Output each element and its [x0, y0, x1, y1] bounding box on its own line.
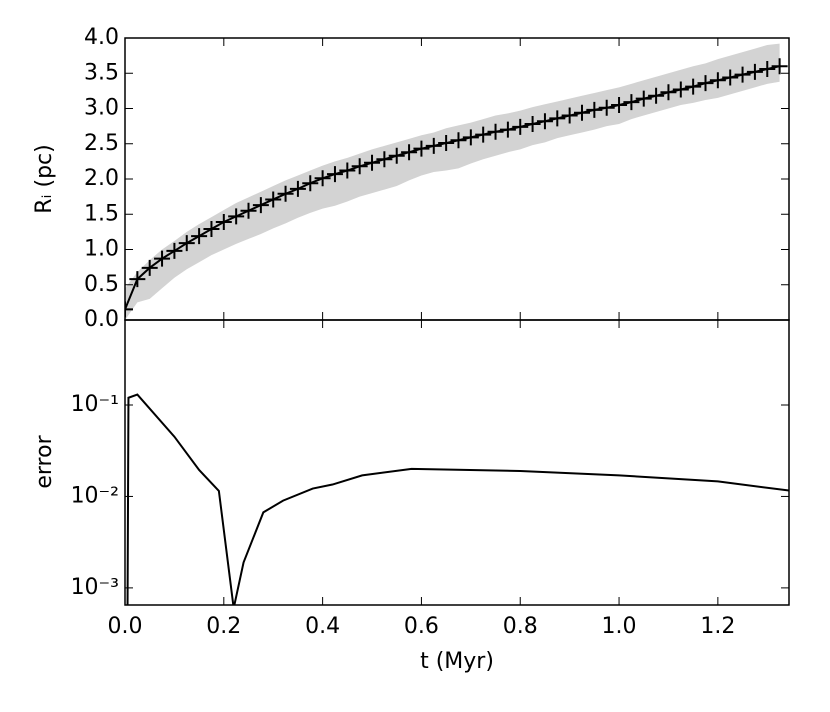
y-tick-label: 1.0: [84, 237, 119, 262]
y-tick-label: 10⁻²: [71, 483, 119, 508]
plus-marker: [289, 180, 306, 197]
plus-marker: [376, 151, 393, 168]
plus-marker: [697, 75, 714, 92]
plus-marker: [438, 135, 455, 152]
y-tick-label: 0.5: [84, 272, 119, 297]
y-tick-label: 2.5: [84, 131, 119, 156]
plus-marker: [339, 162, 356, 179]
x-tick-label: 1.2: [700, 614, 735, 639]
plus-marker: [240, 202, 257, 219]
plus-marker: [648, 87, 665, 104]
plus-marker: [487, 123, 504, 140]
y-axis-label: error: [32, 434, 57, 488]
plus-marker: [462, 129, 479, 146]
plus-marker: [685, 78, 702, 95]
x-tick-label: 0.6: [404, 614, 439, 639]
plus-marker: [166, 242, 183, 259]
plus-marker: [450, 132, 467, 149]
plot-area: [126, 393, 789, 605]
plus-marker: [660, 84, 677, 101]
uncertainty-band: [125, 43, 780, 320]
plus-marker: [623, 94, 640, 111]
plus-marker: [635, 90, 652, 107]
y-tick-label: 10⁻¹: [71, 392, 119, 417]
x-tick-label: 0.8: [503, 614, 538, 639]
plus-marker: [759, 61, 776, 78]
plus-marker: [154, 250, 171, 267]
plus-marker: [215, 214, 232, 231]
plus-marker: [326, 166, 343, 183]
plus-marker: [709, 72, 726, 89]
plus-marker: [598, 99, 615, 116]
plus-marker: [203, 221, 220, 238]
x-tick-label: 0.2: [206, 614, 241, 639]
plus-marker: [252, 197, 269, 214]
plus-marker: [314, 170, 331, 187]
plus-marker: [573, 104, 590, 121]
plus-marker: [524, 116, 541, 133]
plus-marker: [125, 301, 133, 318]
y-tick-label: 4.0: [84, 25, 119, 50]
plus-marker: [277, 185, 294, 202]
x-tick-label: 1.0: [602, 614, 637, 639]
plus-marker: [549, 110, 566, 127]
y-tick-label: 10⁻³: [71, 575, 119, 600]
plus-marker: [413, 140, 430, 157]
y-tick-label: 2.0: [84, 166, 119, 191]
plus-marker: [611, 96, 628, 113]
plus-marker: [388, 147, 405, 164]
plus-marker: [191, 228, 208, 245]
plot-area: [125, 43, 788, 320]
plus-marker: [178, 235, 195, 252]
plus-marker: [536, 113, 553, 130]
plus-marker: [672, 81, 689, 98]
y-tick-label: 3.0: [84, 96, 119, 121]
axes-frame: [124, 319, 790, 606]
plus-marker: [425, 137, 442, 154]
plus-marker: [499, 121, 516, 138]
x-axis-label: t (Myr): [420, 649, 494, 674]
plus-marker: [734, 66, 751, 83]
plus-marker: [512, 118, 529, 135]
plus-marker: [401, 144, 418, 161]
data-line: [126, 393, 789, 605]
plus-marker: [746, 63, 763, 80]
y-tick-label: 3.5: [84, 60, 119, 85]
plus-marker: [561, 107, 578, 124]
x-tick-label: 0.0: [108, 614, 143, 639]
y-tick-label: 1.5: [84, 201, 119, 226]
y-axis-label: Rᵢ (pc): [32, 144, 57, 213]
plus-marker: [771, 58, 788, 75]
plus-marker: [129, 271, 146, 288]
plus-marker: [302, 175, 319, 192]
plus-marker: [364, 154, 381, 171]
plus-marker: [265, 191, 282, 208]
plus-marker: [141, 259, 158, 276]
x-tick-label: 0.4: [305, 614, 340, 639]
plus-marker: [351, 158, 368, 175]
plus-marker: [228, 208, 245, 225]
plus-marker: [586, 101, 603, 118]
y-tick-label: 0.0: [84, 307, 119, 332]
plus-marker: [475, 126, 492, 143]
plus-marker: [722, 69, 739, 86]
